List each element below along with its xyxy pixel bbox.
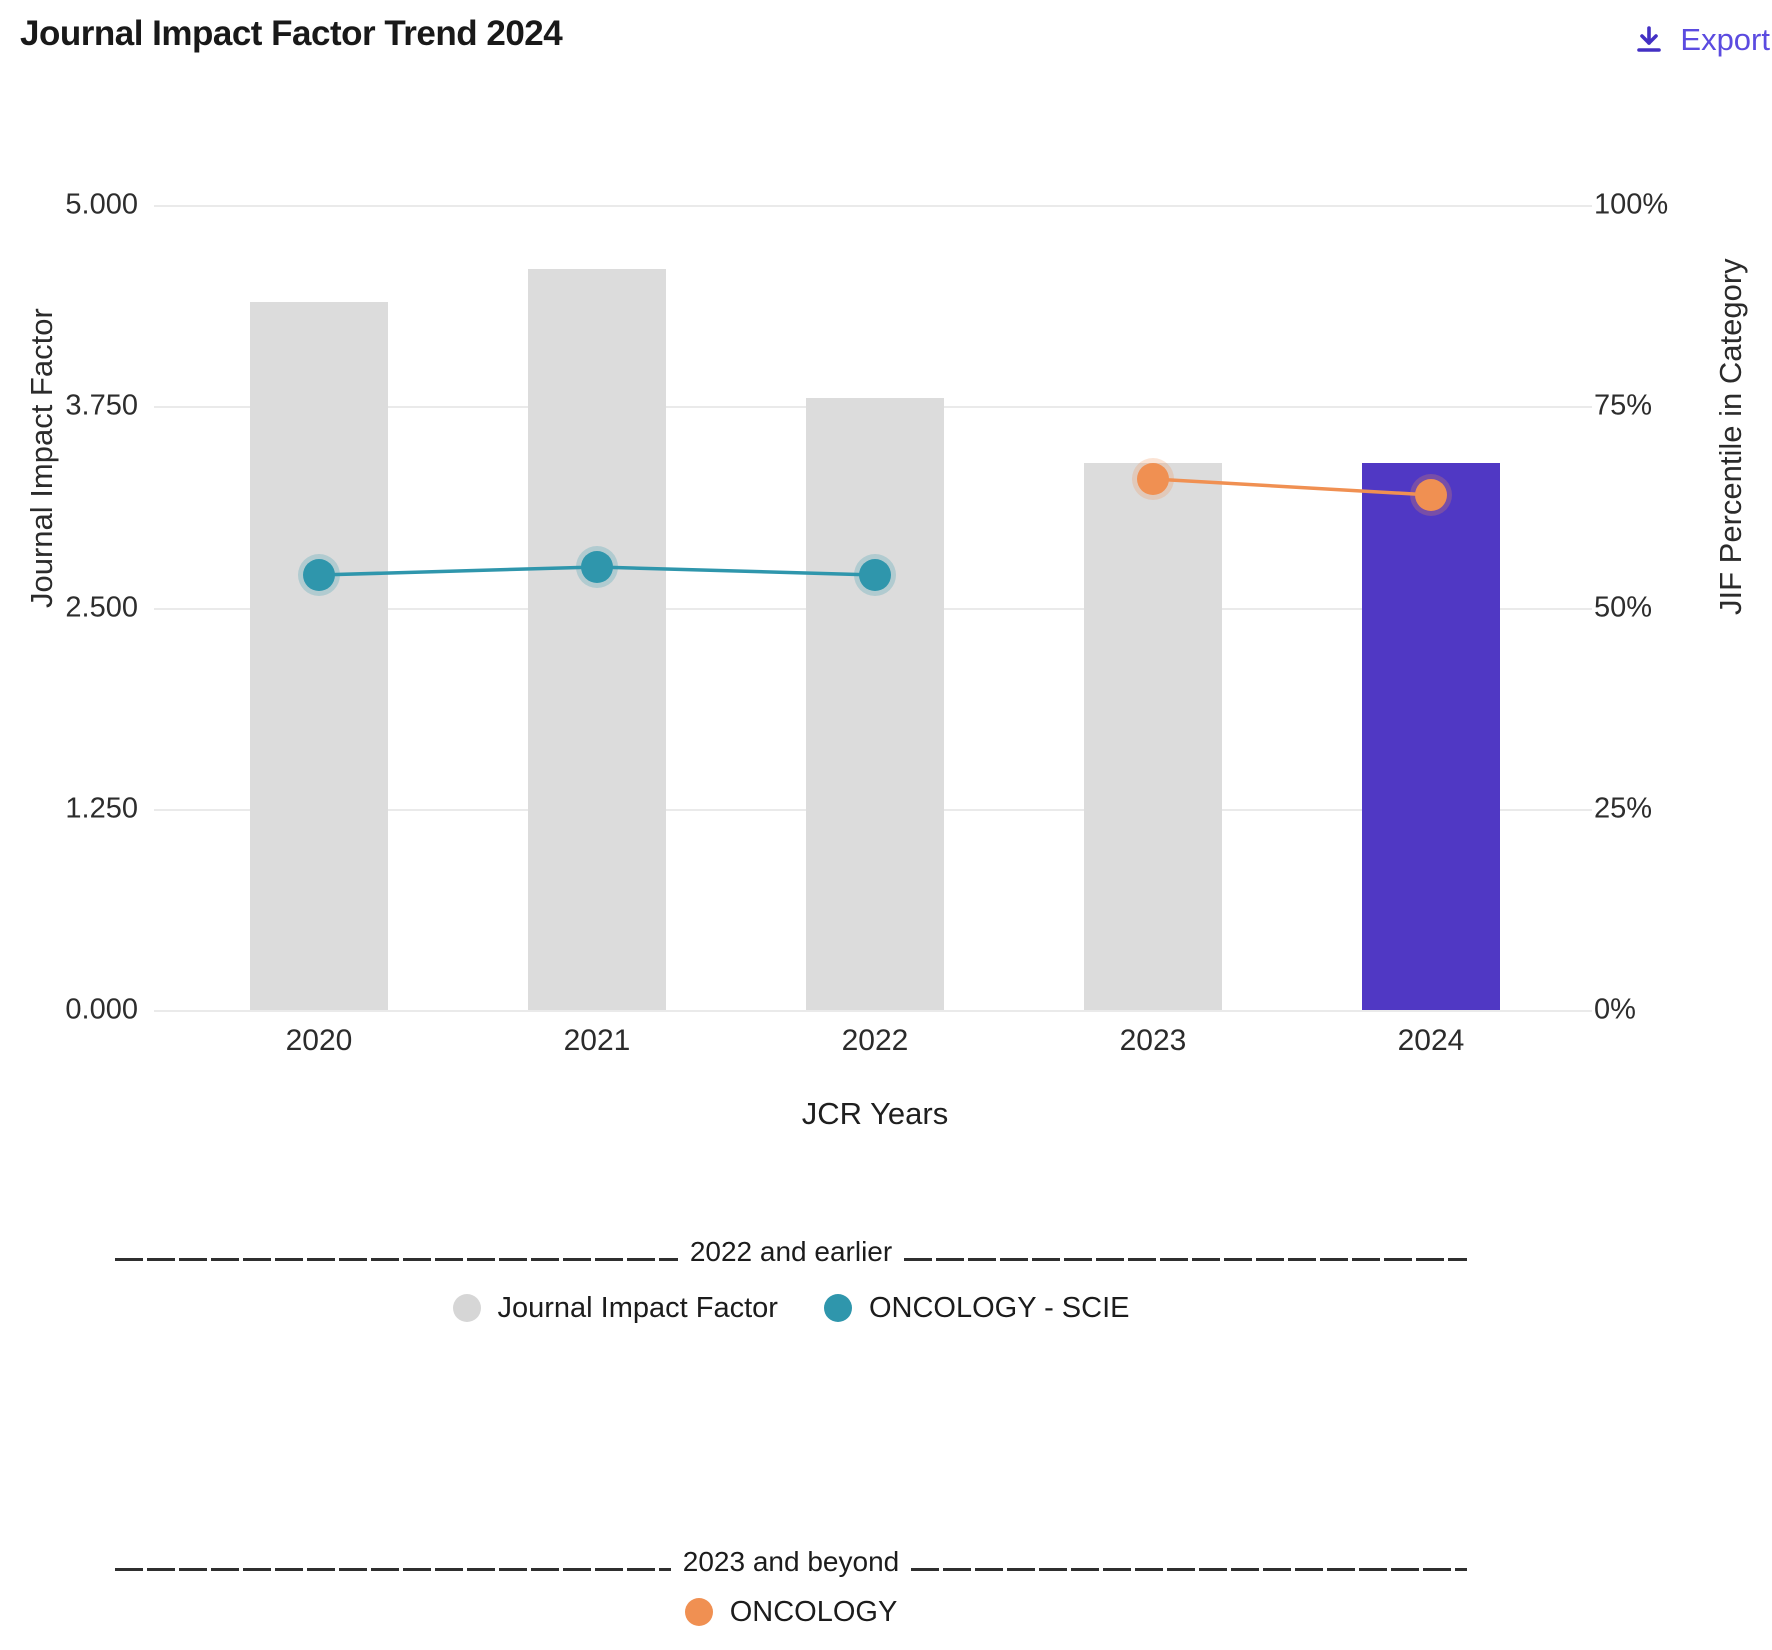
legend-item-journal-impact-factor[interactable]: Journal Impact Factor	[452, 1291, 778, 1325]
bar-2023[interactable]	[1084, 463, 1222, 1010]
oncology-scie-point-2020[interactable]	[303, 559, 335, 591]
legend-divider-2022-and-earlier: 2022 and earlier	[115, 1228, 1467, 1268]
y-left-tick: 2.500	[65, 591, 138, 623]
legend-divider-2023-and-beyond: 2023 and beyond	[115, 1538, 1467, 1578]
legend-row-earlier: Journal Impact Factor ONCOLOGY - SCIE	[115, 1286, 1467, 1330]
download-icon	[1637, 26, 1662, 52]
gridline-baseline	[154, 1010, 1592, 1012]
legend-row-beyond: ONCOLOGY	[115, 1590, 1467, 1634]
x-axis-title: JCR Years	[801, 1096, 949, 1131]
bar-2022[interactable]	[806, 398, 944, 1010]
bar-2021[interactable]	[528, 269, 666, 1010]
legend-dot-teal	[823, 1294, 852, 1322]
divider-line	[115, 1258, 678, 1261]
divider-label: 2022 and earlier	[689, 1236, 893, 1267]
y-left-tick: 1.250	[65, 792, 138, 825]
trend-lines-layer	[318, 477, 1432, 577]
gridline	[154, 205, 1592, 207]
oncology-point-2024[interactable]	[1415, 479, 1447, 511]
legend-item-oncology-scie[interactable]: ONCOLOGY - SCIE	[823, 1291, 1130, 1325]
bar-2024[interactable]	[1362, 463, 1500, 1010]
legend-item-oncology[interactable]: ONCOLOGY	[684, 1595, 898, 1629]
x-axis-ticks: 2020 2021 2022 2023 2024	[180, 1024, 1570, 1058]
legend-dot-gray	[452, 1294, 481, 1322]
y-right-tick: 0%	[1594, 993, 1636, 1026]
y-axis-right-ticks: 100% 75% 50% 25% 0%	[1594, 189, 1754, 1026]
legend-dot-orange	[684, 1598, 713, 1626]
legend-label: ONCOLOGY	[729, 1595, 898, 1628]
y-right-tick: 100%	[1594, 188, 1669, 221]
export-button[interactable]: Export	[1633, 22, 1770, 58]
y-axis-left-ticks: 5.000 3.750 2.500 1.250 0.000	[0, 189, 154, 1026]
x-tick-2021: 2021	[563, 1024, 631, 1057]
y-left-tick: 5.000	[65, 188, 138, 221]
x-tick-2022: 2022	[841, 1024, 909, 1057]
y-right-tick: 50%	[1594, 591, 1653, 623]
oncology-scie-point-2022[interactable]	[859, 559, 891, 591]
x-tick-2020: 2020	[285, 1024, 353, 1057]
plot-area	[154, 205, 1592, 1012]
oncology-point-2023[interactable]	[1137, 463, 1169, 495]
y-left-tick: 3.750	[65, 389, 138, 422]
divider-line	[911, 1568, 1467, 1571]
divider-line	[115, 1568, 671, 1571]
divider-line	[904, 1258, 1467, 1261]
oncology-scie-point-2021[interactable]	[581, 551, 613, 583]
oncology-line	[1152, 477, 1432, 497]
x-tick-2023: 2023	[1119, 1024, 1187, 1057]
bar-2020[interactable]	[250, 302, 388, 1010]
y-left-tick: 0.000	[65, 993, 138, 1026]
legend-label: ONCOLOGY - SCIE	[868, 1291, 1130, 1324]
y-right-tick: 75%	[1594, 389, 1653, 422]
divider-label: 2023 and beyond	[682, 1546, 900, 1577]
export-label: Export	[1680, 22, 1770, 57]
page-title: Journal Impact Factor Trend 2024	[20, 14, 563, 53]
legend-label: Journal Impact Factor	[497, 1291, 778, 1324]
x-tick-2024: 2024	[1397, 1024, 1465, 1057]
y-right-tick: 25%	[1594, 792, 1653, 825]
